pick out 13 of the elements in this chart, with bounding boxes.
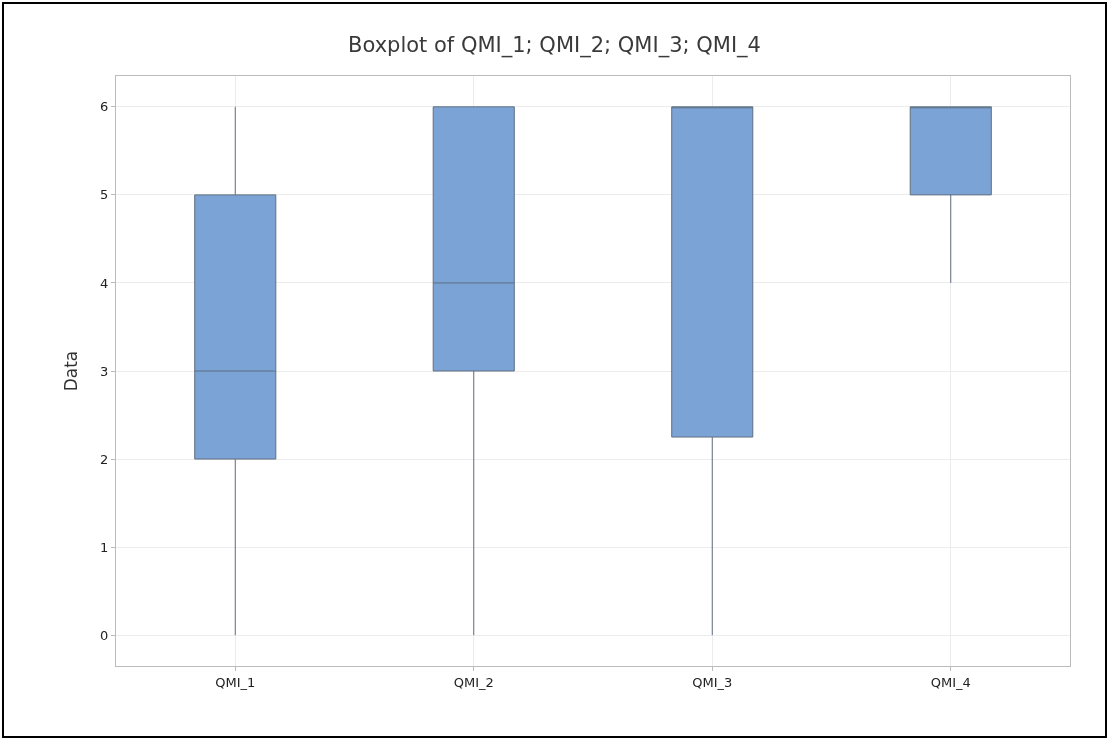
x-tick-label: QMI_3 bbox=[692, 674, 733, 690]
y-tick-label: 3 bbox=[100, 363, 109, 379]
y-axis-title: Data bbox=[60, 350, 81, 392]
y-tick-label: 6 bbox=[100, 99, 109, 115]
chart-title: Boxplot of QMI_1; QMI_2; QMI_3; QMI_4 bbox=[348, 32, 761, 58]
y-tick-label: 1 bbox=[100, 539, 109, 555]
x-tick-label: QMI_1 bbox=[215, 674, 256, 690]
y-tick-label: 0 bbox=[100, 627, 109, 643]
y-tick-label: 5 bbox=[100, 187, 109, 203]
x-tick-label: QMI_2 bbox=[453, 674, 494, 690]
y-tick-label: 2 bbox=[100, 451, 109, 467]
x-tick-label: QMI_4 bbox=[930, 674, 971, 690]
y-tick-label: 4 bbox=[100, 275, 109, 291]
